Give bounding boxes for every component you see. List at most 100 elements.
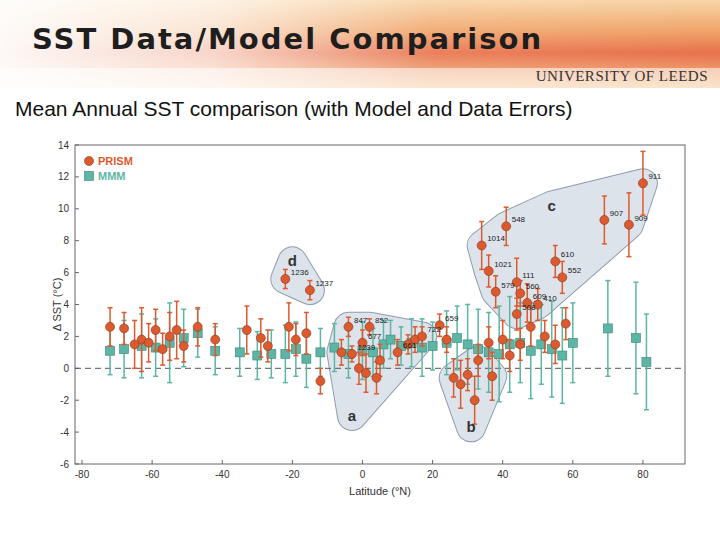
y-tick [75, 400, 79, 401]
y-tick [75, 432, 79, 433]
error-bar-cap [108, 374, 113, 376]
error-bar-cap [476, 376, 481, 378]
point [463, 340, 472, 349]
point [302, 329, 311, 338]
y-tick-label: -2 [60, 395, 69, 406]
error-bar-cap [406, 353, 411, 355]
error-bar-cap [560, 403, 565, 405]
region-label: a [348, 407, 357, 424]
error-bar-cap [633, 393, 638, 395]
error-bar-cap [602, 243, 607, 245]
point [316, 348, 325, 357]
error-bar-cap [570, 302, 575, 304]
error-bar-cap [146, 323, 151, 325]
error-bar-cap [528, 345, 533, 347]
error-bar-cap [332, 371, 337, 373]
error-bar-cap [444, 326, 449, 328]
error-bar-cap [413, 352, 418, 354]
point [526, 322, 535, 331]
plot-area [75, 151, 685, 427]
point [172, 326, 181, 335]
error-bar-cap [570, 382, 575, 384]
site-label: 847 [354, 316, 368, 325]
error-bar-cap [108, 345, 113, 347]
error-bar-cap [490, 352, 495, 354]
error-bar-cap [304, 312, 309, 314]
error-bar-cap [153, 309, 158, 311]
error-bar-cap [153, 376, 158, 378]
y-tick-label: 4 [63, 299, 69, 310]
error-bar-cap [132, 368, 137, 370]
error-bar-cap [644, 313, 649, 315]
error-bar-cap [181, 329, 186, 331]
y-tick [75, 464, 79, 465]
point [540, 332, 549, 341]
error-bar-cap [381, 368, 386, 370]
point [561, 319, 570, 328]
point [505, 351, 514, 360]
error-bar-cap [339, 364, 344, 366]
site-label: 552 [568, 266, 582, 275]
site-label: 111 [522, 271, 535, 280]
y-tick-label: 12 [58, 171, 70, 182]
point [477, 241, 486, 250]
point [263, 341, 272, 350]
point [193, 322, 202, 331]
error-bar-cap [406, 334, 411, 336]
error-bar-line [169, 303, 171, 383]
error-bar-cap [430, 369, 435, 371]
point [526, 346, 535, 355]
point [344, 322, 353, 331]
site-label: 722 [428, 325, 442, 334]
y-tick [75, 176, 79, 177]
y-tick [75, 304, 79, 305]
site-label: 560 [526, 282, 540, 291]
error-bar-cap [465, 304, 470, 306]
site-label: 911 [648, 172, 661, 181]
error-bar-cap [518, 382, 523, 384]
error-bar-cap [139, 307, 144, 309]
error-bar-cap [146, 361, 151, 363]
error-bar-cap [455, 369, 460, 371]
error-bar-cap [388, 358, 393, 360]
error-bar-cap [339, 339, 344, 341]
error-bar-cap [479, 221, 484, 223]
error-bar-cap [286, 302, 291, 304]
y-tick [75, 208, 79, 209]
point [491, 287, 500, 296]
site-label: 909 [634, 214, 648, 223]
region-label: d [288, 252, 297, 269]
x-tick-label: -80 [75, 469, 90, 480]
error-bar-cap [444, 374, 449, 376]
error-bar-cap [507, 371, 512, 373]
error-bar-cap [500, 358, 505, 360]
error-bar-cap [420, 326, 425, 328]
site-label: 1014 [487, 234, 505, 243]
x-tick [502, 460, 503, 464]
x-tick-label: 20 [427, 469, 439, 480]
error-bar-cap [644, 409, 649, 411]
error-bar-cap [444, 310, 449, 312]
region-label: c [548, 197, 556, 214]
error-bar-cap [283, 288, 288, 290]
error-bar-cap [304, 353, 309, 355]
region-outline [341, 327, 422, 416]
x-tick-label: 80 [637, 469, 649, 480]
slide-title: SST Data/Model Comparison [32, 22, 543, 56]
error-bar-cap [237, 328, 242, 330]
error-bar-cap [486, 358, 491, 360]
error-bar-cap [640, 151, 645, 153]
legend-marker [85, 172, 94, 181]
y-tick-label: 14 [58, 140, 70, 151]
point [158, 345, 167, 354]
point [642, 357, 651, 366]
error-bar-cap [493, 307, 498, 309]
error-bar-cap [139, 377, 144, 379]
point [372, 373, 381, 382]
error-bar-cap [490, 399, 495, 401]
error-bar-cap [560, 293, 565, 295]
error-bar-cap [539, 384, 544, 386]
error-bar-cap [360, 379, 365, 381]
point [474, 356, 483, 365]
error-bar-cap [507, 339, 512, 341]
